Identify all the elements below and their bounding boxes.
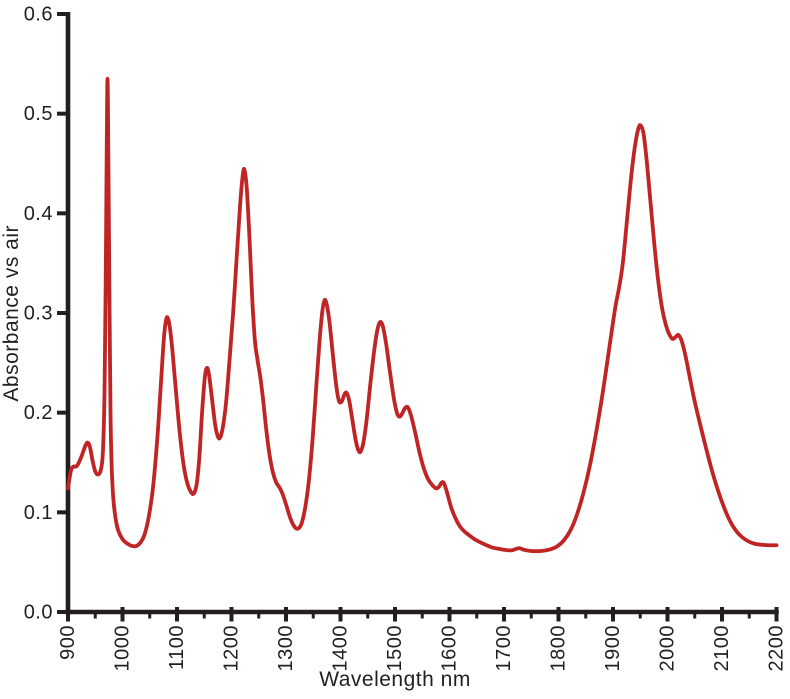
x-tick-label: 2100 bbox=[711, 625, 733, 672]
x-tick-label: 1700 bbox=[493, 625, 515, 672]
x-axis-title: Wavelength nm bbox=[319, 668, 471, 691]
x-tick-label: 1400 bbox=[330, 625, 352, 672]
x-tick-label: 2200 bbox=[766, 625, 788, 672]
y-tick-label: 0.0 bbox=[24, 602, 53, 624]
y-tick-label: 0.4 bbox=[24, 203, 53, 225]
x-tick-label: 1100 bbox=[166, 625, 188, 670]
x-tick-label: 1000 bbox=[112, 625, 134, 672]
x-tick-label: 1300 bbox=[275, 625, 297, 672]
spectrum-curve bbox=[66, 76, 779, 554]
x-tick-label: 900 bbox=[57, 625, 79, 660]
y-axis-title: Absorbance vs air bbox=[0, 224, 23, 402]
y-tick-label: 0.3 bbox=[24, 303, 53, 325]
x-tick-label: 1900 bbox=[602, 625, 624, 672]
x-tick-label: 1600 bbox=[439, 625, 461, 672]
y-tick-label: 0.2 bbox=[24, 402, 53, 424]
y-tick-label: 0.1 bbox=[24, 502, 53, 524]
y-axis-title-box: Absorbance vs air bbox=[0, 14, 27, 612]
y-tick-label: 0.6 bbox=[24, 4, 53, 26]
x-tick-label: 1800 bbox=[548, 625, 570, 672]
x-tick-label: 1500 bbox=[384, 625, 406, 672]
x-tick-label: 1200 bbox=[221, 625, 243, 672]
x-tick-label: 2000 bbox=[657, 625, 679, 672]
y-tick-label: 0.5 bbox=[24, 103, 53, 125]
